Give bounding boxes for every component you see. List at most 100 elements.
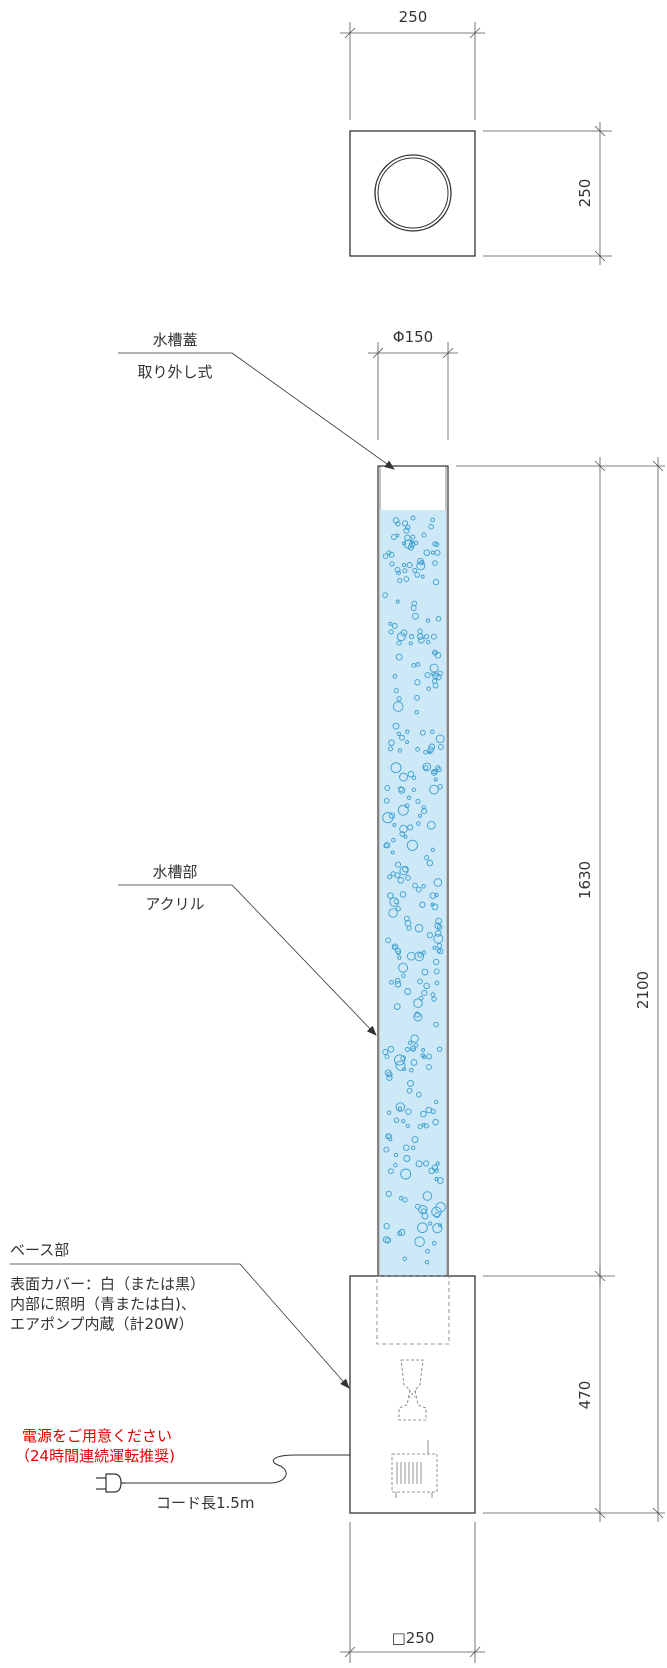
bubble [435, 917, 442, 925]
bubble [414, 572, 420, 578]
bubble [421, 950, 427, 955]
bubble [391, 622, 398, 629]
bubble [436, 924, 443, 931]
bubble [437, 743, 444, 750]
bubble [406, 562, 413, 569]
bubble [401, 973, 406, 978]
bubble [399, 734, 405, 741]
bubble [436, 766, 442, 773]
bubble [433, 933, 444, 944]
dim-vertical-lines [456, 457, 665, 1522]
bubble [432, 1118, 439, 1126]
callout-tank: 水槽部 アクリル [118, 863, 377, 1036]
bubble [423, 549, 431, 556]
bubble [393, 1152, 399, 1158]
callout-base: ベース部 表面カバー：白（または黒） 内部に照明（青または白)、 エアポンプ内蔵… [10, 1241, 350, 1389]
bubble [396, 632, 406, 642]
bubble [400, 1168, 412, 1180]
callout-base-line1: 表面カバー：白（または黒） [10, 1275, 205, 1293]
callout-tank-desc: アクリル [145, 895, 204, 913]
bubble [399, 831, 405, 837]
bubble [388, 739, 395, 746]
bubble [431, 1240, 437, 1246]
bubble [430, 769, 438, 776]
power-notice-line1: 電源をご用意ください [22, 1427, 172, 1445]
bubble [395, 1102, 406, 1112]
bubble [433, 958, 440, 966]
bubble [407, 770, 415, 778]
callout-lid-title: 水槽蓋 [152, 331, 197, 349]
bubble [414, 923, 424, 933]
bubble [432, 1223, 443, 1234]
bubble [386, 1071, 393, 1078]
bubble [434, 1099, 439, 1105]
bubble [382, 812, 394, 824]
callout-base-line3: エアポンプ内蔵（計20W） [10, 1315, 193, 1333]
bubble [392, 823, 397, 827]
bubble [410, 534, 416, 540]
base-box [349, 1275, 476, 1514]
bubble [392, 701, 404, 712]
bubble [438, 1223, 442, 1228]
bubble [403, 576, 410, 582]
bubble [383, 841, 391, 849]
bubble [395, 599, 400, 604]
plug-icon [96, 1473, 125, 1493]
bubble [392, 945, 397, 950]
bubble [401, 562, 407, 568]
bubble [390, 850, 395, 855]
bubble [387, 874, 393, 880]
bubble [434, 892, 439, 898]
bubble [404, 534, 411, 542]
bubble [432, 578, 440, 586]
dim-base-height-label: 470 [576, 1381, 594, 1410]
bubble [417, 952, 423, 958]
bubble [386, 1074, 393, 1081]
bubble [421, 989, 428, 997]
top-view [349, 130, 476, 257]
bubble [426, 1053, 433, 1060]
bubble [430, 633, 437, 640]
bubble [428, 1221, 433, 1226]
bubble [424, 1260, 430, 1265]
bubble [384, 1069, 392, 1077]
bubble [421, 884, 426, 889]
bubble [419, 560, 425, 566]
bubble [382, 553, 389, 559]
bubble [414, 679, 421, 686]
bubble [434, 652, 442, 659]
bubble [431, 903, 439, 911]
bubble [428, 523, 434, 530]
light-hidden [398, 1359, 427, 1421]
bubble [388, 1168, 394, 1175]
bubble [435, 734, 445, 744]
bubble [414, 694, 420, 701]
power-cord: 電源をご用意ください （24時間連続運転推奨) コード長1.5m [15, 1427, 350, 1512]
bubble [395, 861, 402, 868]
bubble [430, 729, 435, 735]
air-pump-hidden [391, 1440, 438, 1498]
bubble [395, 653, 403, 661]
bubble [388, 621, 393, 626]
bubble [406, 795, 412, 800]
bubble [405, 875, 411, 881]
bubble [398, 962, 409, 973]
bubble [410, 605, 417, 611]
bubble [410, 1059, 418, 1066]
bubble [384, 1054, 390, 1060]
bubble [429, 784, 439, 795]
bubble [396, 640, 402, 646]
bubble [419, 729, 426, 736]
bubble [398, 1229, 406, 1236]
bubble [412, 567, 418, 574]
bubble [410, 1145, 416, 1151]
bubble [410, 1034, 419, 1043]
bubble [416, 821, 421, 826]
bubble [389, 897, 399, 907]
bubble [417, 978, 423, 985]
bubble [422, 762, 432, 772]
bubble [412, 882, 418, 889]
bubble [435, 1161, 440, 1166]
bubble [419, 901, 426, 908]
bubble [383, 1222, 390, 1230]
